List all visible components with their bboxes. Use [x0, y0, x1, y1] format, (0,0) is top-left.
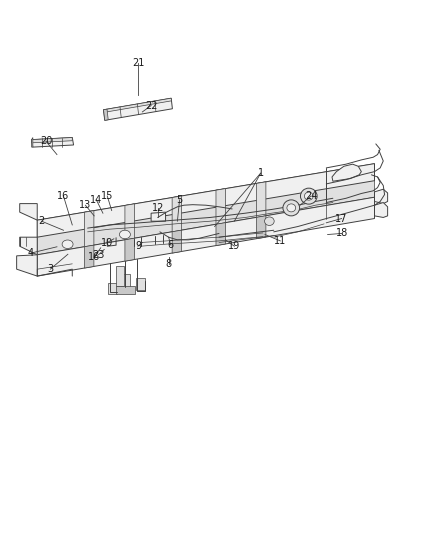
- Text: 5: 5: [177, 195, 183, 205]
- Polygon shape: [37, 164, 374, 255]
- Polygon shape: [136, 278, 145, 290]
- Polygon shape: [216, 223, 226, 246]
- Text: 14: 14: [90, 195, 102, 205]
- Text: 8: 8: [166, 259, 172, 269]
- Text: 24: 24: [305, 191, 317, 201]
- Text: 22: 22: [145, 101, 157, 110]
- Polygon shape: [32, 138, 72, 143]
- Polygon shape: [85, 211, 94, 247]
- Text: 3: 3: [47, 264, 53, 274]
- Text: 11: 11: [274, 236, 286, 246]
- Ellipse shape: [304, 192, 313, 200]
- Ellipse shape: [300, 188, 317, 204]
- Polygon shape: [374, 203, 388, 217]
- Text: 2: 2: [39, 216, 45, 226]
- Text: 18: 18: [336, 229, 348, 238]
- Polygon shape: [151, 212, 166, 221]
- Polygon shape: [20, 237, 37, 255]
- Text: 9: 9: [135, 241, 141, 251]
- Text: 17: 17: [336, 214, 348, 223]
- Polygon shape: [374, 189, 388, 204]
- Text: 19: 19: [228, 241, 240, 251]
- Polygon shape: [116, 266, 124, 286]
- Polygon shape: [103, 98, 173, 120]
- Text: 10: 10: [101, 238, 113, 247]
- Polygon shape: [125, 204, 134, 240]
- Polygon shape: [116, 286, 135, 294]
- Polygon shape: [85, 245, 94, 268]
- Text: 23: 23: [92, 250, 105, 260]
- Polygon shape: [257, 182, 266, 217]
- Polygon shape: [32, 138, 74, 147]
- Ellipse shape: [287, 204, 296, 212]
- Text: 16: 16: [88, 252, 100, 262]
- Polygon shape: [120, 274, 130, 287]
- Polygon shape: [103, 109, 108, 120]
- Polygon shape: [17, 255, 37, 276]
- Polygon shape: [108, 283, 117, 294]
- Polygon shape: [37, 197, 374, 276]
- Text: 13: 13: [79, 200, 92, 210]
- Polygon shape: [172, 230, 182, 253]
- Polygon shape: [257, 216, 266, 239]
- Ellipse shape: [283, 200, 300, 216]
- Text: 6: 6: [168, 240, 174, 250]
- Polygon shape: [32, 138, 33, 147]
- Polygon shape: [216, 189, 226, 224]
- Polygon shape: [37, 164, 374, 237]
- Text: 1: 1: [258, 168, 264, 178]
- Polygon shape: [125, 238, 134, 261]
- Polygon shape: [103, 98, 172, 112]
- Text: 16: 16: [57, 191, 70, 201]
- Ellipse shape: [62, 240, 73, 248]
- Ellipse shape: [265, 217, 274, 225]
- Text: 20: 20: [40, 136, 52, 146]
- Polygon shape: [172, 196, 182, 232]
- Ellipse shape: [120, 230, 131, 239]
- Text: 15: 15: [101, 191, 113, 201]
- Polygon shape: [20, 204, 37, 220]
- Text: 21: 21: [132, 58, 144, 68]
- Text: 4: 4: [28, 248, 34, 258]
- Polygon shape: [332, 164, 361, 181]
- Text: 12: 12: [152, 203, 164, 213]
